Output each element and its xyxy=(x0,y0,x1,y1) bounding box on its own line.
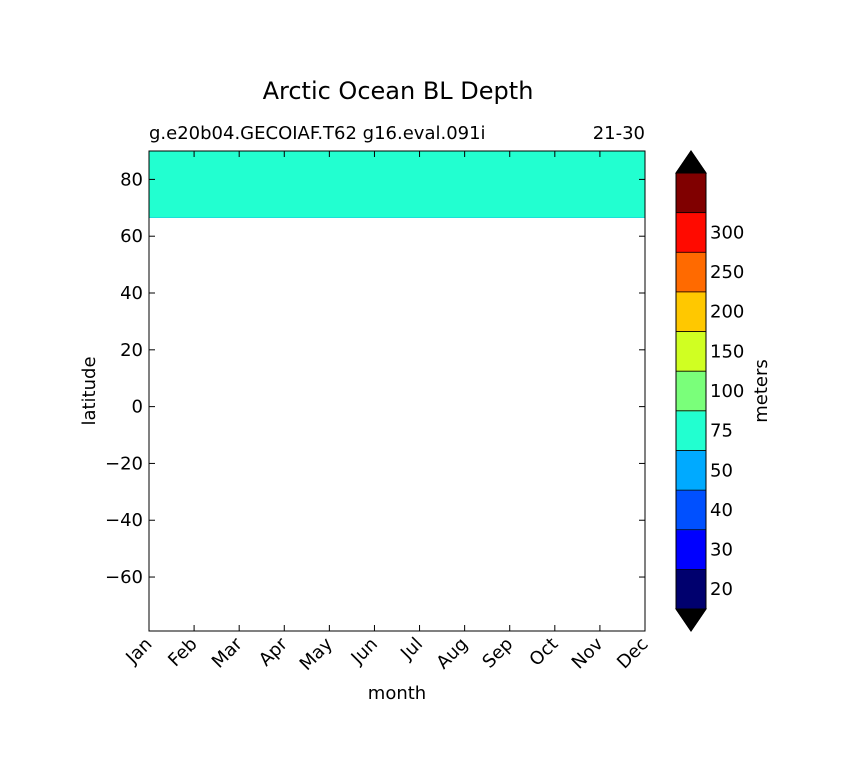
y-axis-label: latitude xyxy=(79,356,100,425)
x-tick-label: Jan xyxy=(121,634,156,669)
y-tick-label: −60 xyxy=(105,567,143,588)
y-axis: 80 60 40 20 0 −20 −40 −60 xyxy=(105,169,645,588)
colorbar-tick-label: 200 xyxy=(710,302,744,323)
colorbar-segment xyxy=(676,371,706,412)
colorbar-segment xyxy=(676,212,706,253)
y-tick-label: 80 xyxy=(120,169,143,190)
chart-title: Arctic Ocean BL Depth xyxy=(263,77,534,105)
x-tick-label: Jul xyxy=(396,634,427,665)
colorbar-tick-label: 250 xyxy=(710,262,744,283)
colorbar-tick-label: 50 xyxy=(710,460,733,481)
colorbar-tick-label: 150 xyxy=(710,341,744,362)
colorbar-segment xyxy=(676,291,706,333)
plot-frame xyxy=(148,150,646,632)
colorbar-segment xyxy=(676,252,706,293)
x-axis-label: month xyxy=(368,683,426,704)
colorbar-segment xyxy=(676,173,706,214)
y-tick-label: 20 xyxy=(120,340,143,361)
colorbar-segment xyxy=(676,490,706,531)
colorbar-tick-label: 300 xyxy=(710,222,744,243)
y-tick-label: −40 xyxy=(105,510,143,531)
plot-area: 80 60 40 20 0 −20 −40 −60 Jan Feb Mar Apr May Jun Jul… xyxy=(105,150,653,675)
x-tick-label: Sep xyxy=(478,634,517,673)
colorbar-segment xyxy=(676,410,706,451)
x-tick-label: Apr xyxy=(255,633,292,670)
colorbar-segment xyxy=(676,569,706,610)
x-tick-label: Jun xyxy=(347,634,382,669)
colorbar-tick-label: 100 xyxy=(710,381,744,402)
chart-subtitle-right: 21-30 xyxy=(593,123,645,144)
chart-subtitle-left: g.e20b04.GECOIAF.T62 g16.eval.091i xyxy=(149,123,486,144)
colorbar-label: meters xyxy=(751,359,772,423)
contour-fills xyxy=(149,151,645,218)
x-tick-label: Oct xyxy=(525,634,562,671)
x-tick-label: Dec xyxy=(613,634,652,673)
colorbar-segment xyxy=(676,450,706,491)
x-axis: Jan Feb Mar Apr May Jun Jul Aug Sep Oct Nov Dec xyxy=(121,151,653,675)
x-tick-label: Mar xyxy=(208,633,247,672)
x-tick-label: Aug xyxy=(432,634,472,674)
colorbar-extend-top xyxy=(675,150,707,174)
y-tick-label: 60 xyxy=(120,226,143,247)
y-tick-label: 0 xyxy=(132,397,143,418)
y-tick-label: −20 xyxy=(105,453,143,474)
contour-band-5 xyxy=(149,151,645,218)
colorbar: 20 30 40 50 75 100 150 200 250 300 xyxy=(675,150,744,632)
colorbar-tick-label: 20 xyxy=(710,579,733,600)
y-tick-label: 40 xyxy=(120,283,143,304)
x-tick-label: Feb xyxy=(164,634,201,671)
colorbar-extend-bottom xyxy=(675,608,707,632)
colorbar-tick-label: 75 xyxy=(710,421,733,442)
colorbar-tick-label: 40 xyxy=(710,500,733,521)
colorbar-outline xyxy=(675,150,707,632)
colorbar-segment xyxy=(676,331,706,372)
x-tick-label: Nov xyxy=(568,633,608,673)
colorbar-tick-label: 30 xyxy=(710,540,733,561)
x-tick-label: May xyxy=(296,633,337,674)
colorbar-segment xyxy=(676,529,706,570)
